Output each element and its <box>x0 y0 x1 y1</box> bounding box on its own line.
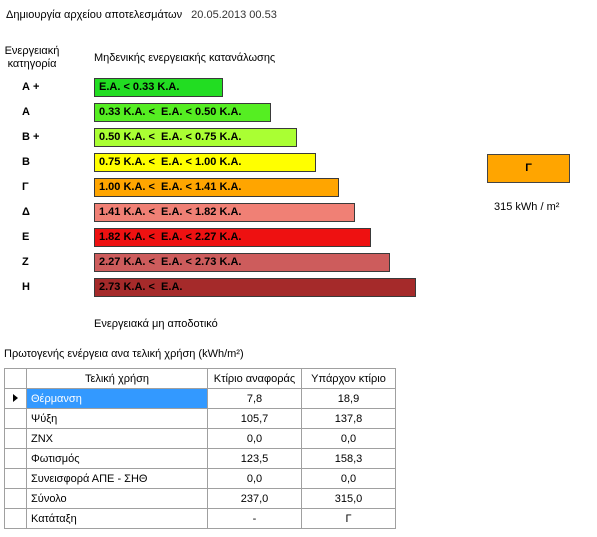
cell-reference[interactable]: 105,7 <box>207 408 302 429</box>
header-title: Δημιουργία αρχείου αποτελεσμάτων <box>6 9 183 21</box>
cell-use[interactable]: Ψύξη <box>26 408 208 429</box>
result-category-box: Γ <box>487 154 570 183</box>
cell-existing[interactable]: 0,0 <box>301 428 396 449</box>
cell-use[interactable]: Κατάταξη <box>26 508 208 529</box>
table-header-row: Τελική χρήση Κτίριο αναφοράς Υπάρχον κτί… <box>4 368 396 389</box>
cell-use[interactable]: Φωτισμός <box>26 448 208 469</box>
result-value: 315 kWh / m² <box>494 201 560 213</box>
category-header-line2: κατηγορία <box>7 58 57 70</box>
category-letter: Γ <box>22 181 29 193</box>
category-bar: 2.73 Κ.Α. < Ε.Α. <box>94 278 416 297</box>
zero-consumption-label: Μηδενικής ενεργειακής κατανάλωσης <box>94 52 276 64</box>
category-header: Ενεργειακή κατηγορία <box>4 45 60 71</box>
cell-reference[interactable]: - <box>207 508 302 529</box>
category-letter: Β + <box>22 131 40 143</box>
header-timestamp: 20.05.2013 00.53 <box>191 9 277 21</box>
row-header[interactable] <box>4 468 27 489</box>
cell-reference[interactable]: 123,5 <box>207 448 302 469</box>
cell-use[interactable]: Συνεισφορά ΑΠΕ - ΣΗΘ <box>26 468 208 489</box>
cell-reference[interactable]: 237,0 <box>207 488 302 509</box>
cell-use[interactable]: ΖΝΧ <box>26 428 208 449</box>
row-header-corner <box>4 368 27 389</box>
table-row[interactable]: Σύνολο 237,0 315,0 <box>4 488 396 509</box>
cell-existing[interactable]: 315,0 <box>301 488 396 509</box>
window-header: Δημιουργία αρχείου αποτελεσμάτων 20.05.2… <box>6 9 277 21</box>
cell-existing[interactable]: 137,8 <box>301 408 396 429</box>
cell-existing[interactable]: Γ <box>301 508 396 529</box>
column-header-existing[interactable]: Υπάρχον κτίριο <box>301 368 396 389</box>
result-category: Γ <box>525 162 532 174</box>
table-row[interactable]: Κατάταξη - Γ <box>4 508 396 529</box>
table-row[interactable]: ΖΝΧ 0,0 0,0 <box>4 428 396 449</box>
category-letter: Η <box>22 281 30 293</box>
category-letter: Α <box>22 106 30 118</box>
cell-existing[interactable]: 158,3 <box>301 448 396 469</box>
cell-existing[interactable]: 18,9 <box>301 388 396 409</box>
column-header-use[interactable]: Τελική χρήση <box>26 368 208 389</box>
row-header[interactable] <box>4 488 27 509</box>
row-header[interactable] <box>4 408 27 429</box>
category-header-line1: Ενεργειακή <box>4 45 60 57</box>
cell-existing[interactable]: 0,0 <box>301 468 396 489</box>
category-letter: Ζ <box>22 256 29 268</box>
category-bar: 0.33 Κ.Α. < Ε.Α. < 0.50 Κ.Α. <box>94 103 271 122</box>
cell-use[interactable]: Θέρμανση <box>26 388 208 409</box>
category-bar: 2.27 Κ.Α. < Ε.Α. < 2.73 Κ.Α. <box>94 253 390 272</box>
table-row[interactable]: Θέρμανση 7,8 18,9 <box>4 388 396 409</box>
category-bar: 0.75 Κ.Α. < Ε.Α. < 1.00 Κ.Α. <box>94 153 316 172</box>
cell-reference[interactable]: 0,0 <box>207 428 302 449</box>
category-letter: Β <box>22 156 30 168</box>
row-header[interactable] <box>4 388 27 409</box>
category-letter: Δ <box>22 206 30 218</box>
table-title: Πρωτογενής ενέργεια ανα τελική χρήση (kW… <box>4 348 244 360</box>
cell-reference[interactable]: 0,0 <box>207 468 302 489</box>
row-header[interactable] <box>4 428 27 449</box>
table-row[interactable]: Φωτισμός 123,5 158,3 <box>4 448 396 469</box>
table-row[interactable]: Ψύξη 105,7 137,8 <box>4 408 396 429</box>
category-bar: 1.41 Κ.Α. < Ε.Α. < 1.82 Κ.Α. <box>94 203 355 222</box>
category-letter: Α + <box>22 81 40 93</box>
category-bar: 0.50 Κ.Α. < Ε.Α. < 0.75 Κ.Α. <box>94 128 297 147</box>
category-bar: 1.00 Κ.Α. < Ε.Α. < 1.41 Κ.Α. <box>94 178 339 197</box>
category-bar: Ε.Α. < 0.33 Κ.Α. <box>94 78 223 97</box>
table-row[interactable]: Συνεισφορά ΑΠΕ - ΣΗΘ 0,0 0,0 <box>4 468 396 489</box>
cell-reference[interactable]: 7,8 <box>207 388 302 409</box>
row-header[interactable] <box>4 448 27 469</box>
category-letter: Ε <box>22 231 30 243</box>
non-efficient-label: Ενεργειακά μη αποδοτικό <box>94 318 218 330</box>
cell-use[interactable]: Σύνολο <box>26 488 208 509</box>
primary-energy-table[interactable]: Τελική χρήση Κτίριο αναφοράς Υπάρχον κτί… <box>4 368 396 529</box>
row-header[interactable] <box>4 508 27 529</box>
current-row-arrow-icon <box>13 393 18 402</box>
column-header-reference[interactable]: Κτίριο αναφοράς <box>207 368 302 389</box>
category-bar: 1.82 Κ.Α. < Ε.Α. < 2.27 Κ.Α. <box>94 228 371 247</box>
